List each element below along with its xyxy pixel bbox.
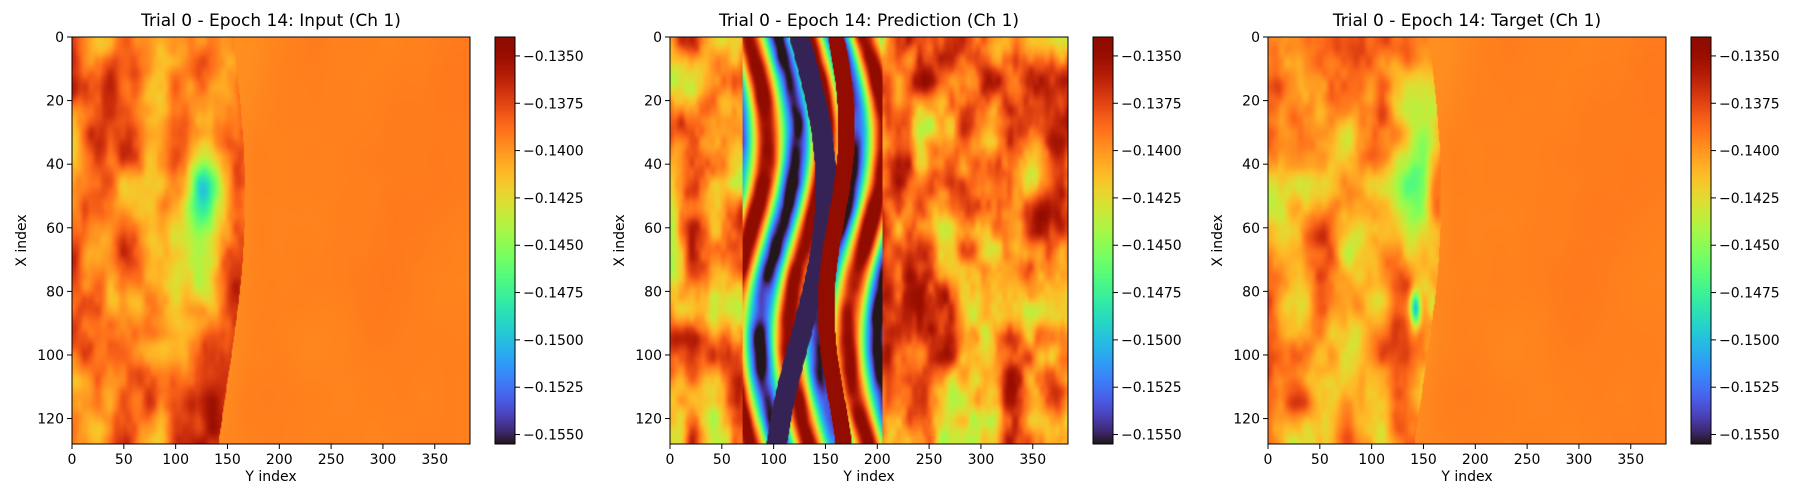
chart-title: Trial 0 - Epoch 14: Prediction (Ch 1) [718, 11, 1019, 31]
colorbar-tick-label: −0.1500 [523, 333, 584, 349]
plot-frame [1267, 36, 1667, 445]
x-axis-label: Y index [1440, 469, 1492, 485]
colorbar [1093, 37, 1113, 444]
colorbar-tick-label: −0.1375 [1121, 96, 1182, 112]
x-tick-label: 350 [1019, 452, 1046, 468]
y-tick-label: 100 [635, 348, 662, 364]
colorbar-tick-label: −0.1425 [1719, 191, 1780, 207]
y-tick-label: 0 [55, 30, 64, 46]
plot-frame [669, 36, 1069, 445]
colorbar-tick-label: −0.1550 [1719, 428, 1780, 444]
colorbar-tick-label: −0.1525 [1719, 380, 1780, 396]
colorbar-tick-label: −0.1350 [523, 49, 584, 65]
colorbar-tick-label: −0.1425 [1121, 191, 1182, 207]
panel-input: Trial 0 - Epoch 14: Input (Ch 1) 0 50 100 15… [14, 11, 584, 485]
y-tick-label: 100 [1233, 348, 1260, 364]
y-tick-label: 40 [46, 157, 64, 173]
y-tick-label: 120 [1233, 412, 1260, 428]
colorbar-tick-label: −0.1450 [1719, 238, 1780, 254]
y-tick-label: 80 [644, 284, 662, 300]
y-tick-label: 60 [644, 221, 662, 237]
colorbar-frame [1690, 36, 1712, 445]
chart-title: Trial 0 - Epoch 14: Input (Ch 1) [140, 11, 401, 31]
x-tick-label: 200 [864, 452, 891, 468]
x-tick-label: 50 [713, 452, 731, 468]
colorbar-frame [1092, 36, 1114, 445]
y-tick-label: 40 [1242, 157, 1260, 173]
colorbar [1691, 37, 1711, 444]
panel-prediction: Trial 0 - Epoch 14: Prediction (Ch 1) 0 50… [612, 11, 1182, 485]
x-tick-label: 100 [162, 452, 189, 468]
colorbar-tick-label: −0.1375 [523, 96, 584, 112]
chart-title: Trial 0 - Epoch 14: Target (Ch 1) [1332, 11, 1601, 31]
colorbar-tick-label: −0.1500 [1719, 333, 1780, 349]
colorbar-tick-label: −0.1475 [1719, 286, 1780, 302]
y-tick-label: 20 [46, 94, 64, 110]
x-tick-label: 50 [1311, 452, 1329, 468]
y-tick-label: 120 [37, 412, 64, 428]
x-tick-label: 250 [318, 452, 345, 468]
colorbar-tick-label: −0.1475 [523, 286, 584, 302]
x-tick-label: 150 [1410, 452, 1437, 468]
y-tick-label: 20 [1242, 94, 1260, 110]
x-tick-label: 0 [1264, 452, 1273, 468]
y-tick-label: 0 [653, 30, 662, 46]
heatmap-image [670, 37, 1068, 444]
x-tick-label: 150 [812, 452, 839, 468]
x-tick-label: 300 [1566, 452, 1593, 468]
colorbar-tick-label: −0.1400 [1719, 144, 1780, 160]
panel-target: Trial 0 - Epoch 14: Target (Ch 1) 0 50 100 1… [1210, 11, 1780, 485]
colorbar-tick-label: −0.1400 [523, 144, 584, 160]
x-tick-label: 50 [115, 452, 133, 468]
y-tick-label: 20 [644, 94, 662, 110]
y-tick-label: 60 [46, 221, 64, 237]
colorbar-tick-label: −0.1350 [1121, 49, 1182, 65]
x-tick-label: 0 [68, 452, 77, 468]
x-tick-label: 250 [1514, 452, 1541, 468]
colorbar-tick-label: −0.1450 [1121, 238, 1182, 254]
x-tick-label: 100 [1358, 452, 1385, 468]
y-tick-label: 100 [37, 348, 64, 364]
colorbar-tick-label: −0.1525 [523, 380, 584, 396]
x-axis-label: Y index [244, 469, 296, 485]
x-tick-label: 250 [916, 452, 943, 468]
plot-frame [71, 36, 471, 445]
y-tick-label: 40 [644, 157, 662, 173]
colorbar-tick-label: −0.1550 [1121, 428, 1182, 444]
x-tick-label: 0 [666, 452, 675, 468]
heatmap-image [1268, 37, 1666, 444]
y-tick-label: 80 [1242, 284, 1260, 300]
x-tick-label: 100 [760, 452, 787, 468]
colorbar-tick-label: −0.1475 [1121, 286, 1182, 302]
y-tick-label: 120 [635, 412, 662, 428]
colorbar-tick-label: −0.1350 [1719, 49, 1780, 65]
y-tick-label: 80 [46, 284, 64, 300]
y-tick-label: 0 [1251, 30, 1260, 46]
y-tick-label: 60 [1242, 221, 1260, 237]
x-tick-label: 350 [1617, 452, 1644, 468]
colorbar-tick-label: −0.1500 [1121, 333, 1182, 349]
y-axis-label: X index [14, 214, 30, 266]
x-tick-label: 150 [214, 452, 241, 468]
colorbar-tick-label: −0.1425 [523, 191, 584, 207]
colorbar-tick-label: −0.1525 [1121, 380, 1182, 396]
x-axis-label: Y index [842, 469, 894, 485]
colorbar-tick-label: −0.1450 [523, 238, 584, 254]
colorbar-tick-label: −0.1375 [1719, 96, 1780, 112]
y-axis-label: X index [612, 214, 628, 266]
x-tick-label: 300 [370, 452, 397, 468]
x-tick-label: 350 [421, 452, 448, 468]
colorbar-tick-label: −0.1400 [1121, 144, 1182, 160]
colorbar-tick-label: −0.1550 [523, 428, 584, 444]
colorbar-frame [494, 36, 516, 445]
x-tick-label: 300 [968, 452, 995, 468]
y-axis-label: X index [1210, 214, 1226, 266]
colorbar [495, 37, 515, 444]
heatmap-image [72, 37, 470, 444]
x-tick-label: 200 [1462, 452, 1489, 468]
x-tick-label: 200 [266, 452, 293, 468]
